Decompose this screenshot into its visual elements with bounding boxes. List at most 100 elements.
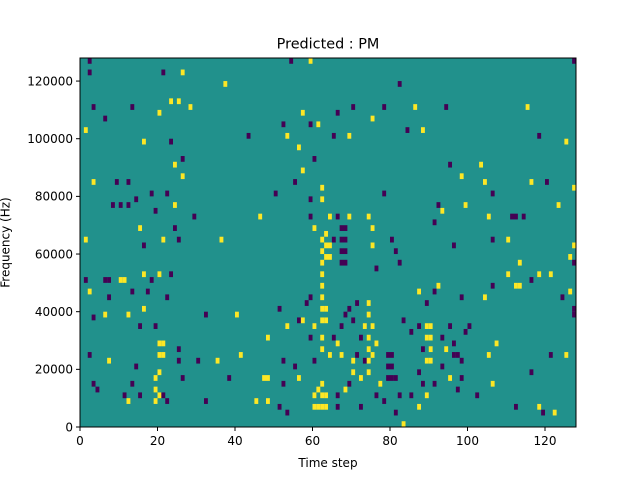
heatmap-cell-209 bbox=[386, 363, 391, 370]
heatmap-cell-20 bbox=[118, 202, 123, 208]
heatmap-cell-62 bbox=[169, 138, 174, 145]
heatmap-cell-50 bbox=[157, 352, 162, 358]
heatmap-cell-31 bbox=[134, 196, 139, 203]
heatmap-cell-91 bbox=[266, 334, 270, 341]
y-tick-label-6: 120000 bbox=[27, 74, 73, 88]
heatmap-cell-287 bbox=[521, 213, 526, 220]
heatmap-cell-14 bbox=[107, 277, 112, 283]
heatmap-cell-145 bbox=[324, 254, 329, 260]
heatmap-cell-186 bbox=[359, 403, 363, 410]
heatmap-cell-310 bbox=[572, 305, 577, 312]
heatmap-cell-64 bbox=[169, 98, 174, 105]
heatmap-cell-289 bbox=[529, 179, 534, 185]
heatmap-cell-69 bbox=[176, 236, 181, 243]
heatmap-cell-161 bbox=[335, 403, 340, 410]
heatmap-cell-199 bbox=[370, 323, 375, 329]
x-axis-ticks: 0 20 40 60 80 100 120 bbox=[76, 427, 556, 448]
heatmap-cell-2 bbox=[91, 104, 96, 110]
heatmap-cell-116 bbox=[308, 213, 313, 220]
heatmap-cell-309 bbox=[572, 259, 577, 266]
heatmap-cell-190 bbox=[366, 300, 371, 306]
heatmap-cell-94 bbox=[273, 190, 278, 197]
heatmap-cell-75 bbox=[180, 375, 185, 381]
heatmap-cell-95 bbox=[277, 305, 282, 312]
heatmap-cell-133 bbox=[320, 271, 325, 278]
heatmap-cell-4 bbox=[91, 179, 96, 185]
heatmap-cell-288 bbox=[525, 104, 530, 110]
heatmap-cell-266 bbox=[463, 328, 468, 335]
heatmap-cell-33 bbox=[138, 225, 143, 231]
y-axis-label: Frequency (Hz) bbox=[0, 197, 13, 288]
heatmap-cell-306 bbox=[572, 58, 577, 64]
heatmap-cell-65 bbox=[173, 161, 177, 168]
heatmap-cell-198 bbox=[370, 242, 375, 249]
y-tick-label-2: 40000 bbox=[35, 305, 73, 319]
heatmap-cell-151 bbox=[328, 242, 332, 249]
heatmap-cell-59 bbox=[165, 190, 170, 197]
heatmap-cell-226 bbox=[413, 104, 418, 110]
heatmap-cell-242 bbox=[428, 357, 433, 364]
heatmap-cell-230 bbox=[417, 403, 422, 410]
heatmap-cell-87 bbox=[246, 132, 251, 139]
heatmap-cell-231 bbox=[421, 127, 425, 133]
heatmap-cell-120 bbox=[312, 225, 317, 231]
heatmap-cell-54 bbox=[157, 109, 162, 116]
heatmap-cell-29 bbox=[130, 288, 135, 295]
heatmap-cell-113 bbox=[308, 58, 313, 64]
heatmap-cell-152 bbox=[328, 254, 332, 260]
heatmap-cell-127 bbox=[316, 121, 321, 128]
heatmap-cell-103 bbox=[289, 58, 294, 64]
heatmap-cell-297 bbox=[548, 271, 553, 278]
heatmap-cell-269 bbox=[479, 161, 484, 168]
heatmap-cell-271 bbox=[483, 294, 487, 301]
heatmap-cell-57 bbox=[161, 352, 166, 358]
heatmap-cell-252 bbox=[444, 346, 449, 353]
heatmap-cell-213 bbox=[390, 363, 394, 370]
heatmap-cell-43 bbox=[153, 207, 158, 214]
heatmap-cell-166 bbox=[339, 323, 344, 329]
heatmap-cell-71 bbox=[176, 357, 181, 364]
heatmap-cell-217 bbox=[393, 409, 398, 416]
heatmap-cell-259 bbox=[455, 352, 460, 358]
heatmap-cell-0 bbox=[87, 58, 92, 64]
heatmap-cell-18 bbox=[111, 202, 115, 208]
heatmap-cell-84 bbox=[227, 375, 232, 381]
heatmap-cell-311 bbox=[572, 311, 577, 318]
heatmap-cell-175 bbox=[347, 213, 352, 220]
heatmap-cell-223 bbox=[405, 127, 410, 133]
heatmap-cell-148 bbox=[324, 392, 329, 399]
heatmap-cell-293 bbox=[537, 271, 542, 278]
heatmap-cell-243 bbox=[432, 219, 437, 226]
heatmap-cell-85 bbox=[235, 311, 239, 318]
heatmap-cell-8 bbox=[91, 314, 96, 321]
heatmap-cell-197 bbox=[370, 225, 375, 231]
heatmap-cell-56 bbox=[161, 340, 166, 347]
heatmap-cell-123 bbox=[312, 403, 317, 410]
heatmap-cell-275 bbox=[490, 236, 495, 243]
heatmap-cell-240 bbox=[428, 334, 433, 341]
heatmap-cell-39 bbox=[142, 305, 146, 312]
heatmap-cell-206 bbox=[382, 190, 387, 197]
heatmap-cell-157 bbox=[335, 109, 340, 116]
heatmap-cell-9 bbox=[87, 352, 92, 358]
heatmap-cell-255 bbox=[448, 375, 453, 381]
heatmap-cell-164 bbox=[339, 248, 344, 255]
heatmap-cell-13 bbox=[103, 277, 108, 283]
heatmap-cell-200 bbox=[370, 352, 375, 358]
heatmap-cell-227 bbox=[417, 288, 422, 295]
heatmap-cell-258 bbox=[452, 352, 456, 358]
heatmap-cell-300 bbox=[556, 202, 561, 208]
heatmap-cell-25 bbox=[126, 202, 131, 208]
heatmap-cell-176 bbox=[347, 305, 352, 312]
y-tick-label-0: 0 bbox=[65, 420, 73, 434]
heatmap-cell-205 bbox=[382, 104, 387, 110]
heatmap-cell-171 bbox=[343, 259, 348, 266]
heatmap-cell-181 bbox=[351, 369, 356, 376]
heatmap-cell-27 bbox=[126, 398, 131, 404]
x-tick-label-2: 40 bbox=[227, 434, 242, 448]
heatmap-cell-207 bbox=[382, 398, 387, 404]
heatmap-cell-66 bbox=[173, 202, 177, 208]
heatmap-cell-201 bbox=[374, 265, 379, 272]
heatmap-cell-17 bbox=[107, 357, 112, 364]
heatmap-cell-124 bbox=[312, 357, 317, 364]
